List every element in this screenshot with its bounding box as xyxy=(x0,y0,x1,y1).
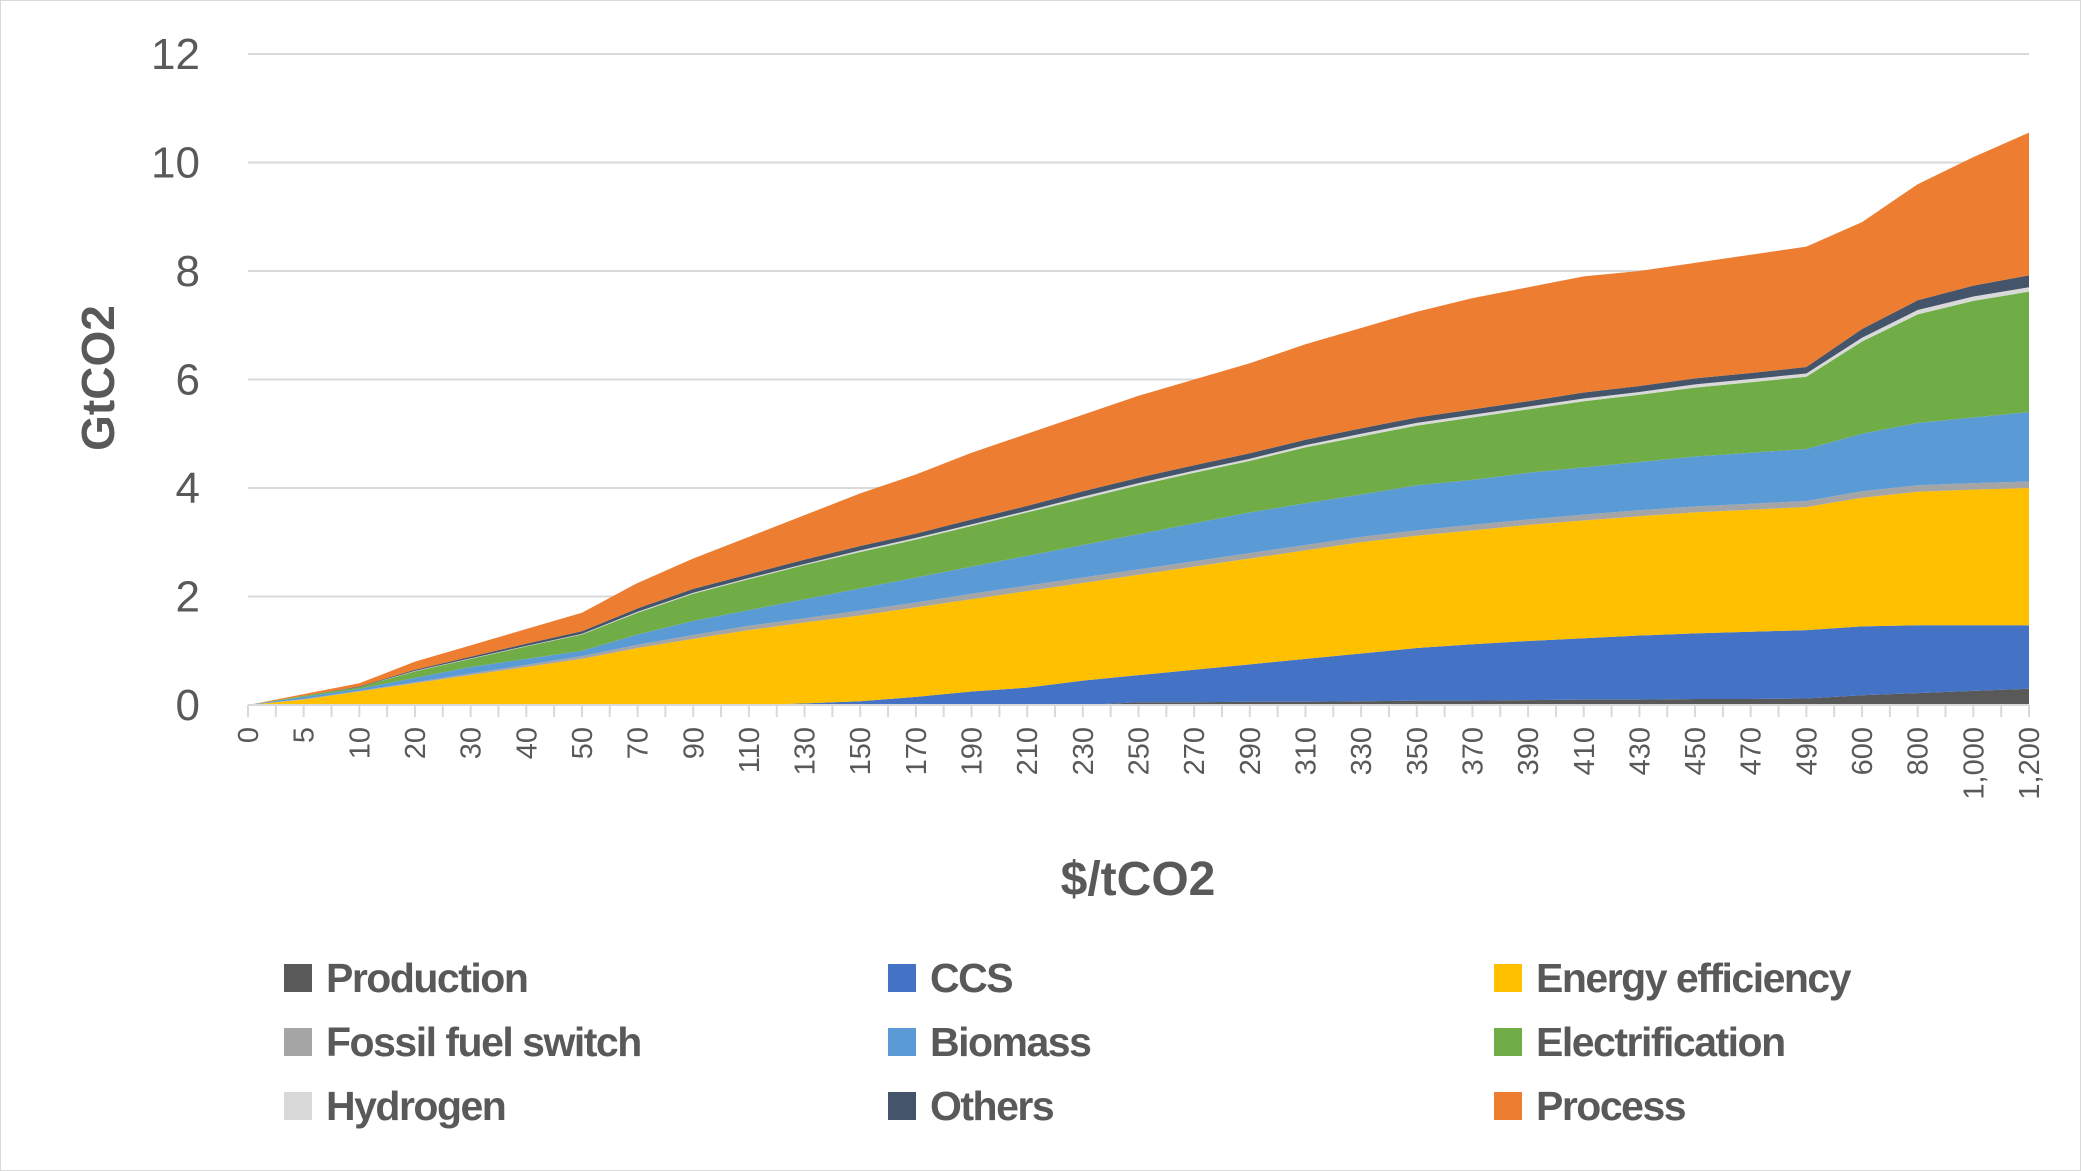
x-tick-label: 20 xyxy=(400,727,432,759)
y-tick-label: 10 xyxy=(151,139,200,188)
x-tick-label: 390 xyxy=(1513,727,1545,775)
legend-label: CCS xyxy=(930,954,1014,1001)
legend-swatch xyxy=(888,1092,916,1120)
x-tick-label: 130 xyxy=(790,727,822,775)
legend-item-biomass: Biomass xyxy=(888,1018,1494,1065)
x-tick-label: 310 xyxy=(1290,727,1322,775)
legend-item-process: Process xyxy=(1494,1082,1994,1129)
x-axis-title: $/tCO2 xyxy=(1061,853,1216,906)
x-tick-label: 490 xyxy=(1791,727,1823,775)
x-tick-label: 450 xyxy=(1680,727,1712,775)
x-tick-label: 1,200 xyxy=(2014,727,2046,800)
area-ccs xyxy=(248,625,2029,705)
x-tick-label: 0 xyxy=(233,727,265,743)
legend-swatch xyxy=(1494,964,1522,992)
y-tick-label: 6 xyxy=(176,356,200,405)
x-tick-label: 250 xyxy=(1124,727,1156,775)
legend-item-energy-efficiency: Energy efficiency xyxy=(1494,954,1994,1001)
legend-swatch xyxy=(284,1028,312,1056)
x-axis: 0 5 10 20 30 40 50 70 90 110 130 150 170 190 210 230 250… xyxy=(233,704,2046,800)
legend-label: Energy efficiency xyxy=(1536,954,1852,1001)
area-biomass xyxy=(248,412,2029,705)
x-tick-label: 50 xyxy=(567,727,599,759)
x-tick-label: 150 xyxy=(845,727,877,775)
x-tick-label: 110 xyxy=(734,727,766,773)
x-tick-label: 350 xyxy=(1402,727,1434,775)
x-tick-label: 230 xyxy=(1068,727,1100,775)
legend-swatch xyxy=(284,1092,312,1120)
legend-label: Hydrogen xyxy=(326,1082,507,1129)
x-tick-label: 270 xyxy=(1179,727,1211,775)
legend-item-fossil-fuel-switch: Fossil fuel switch xyxy=(284,1018,888,1065)
x-tick-label: 370 xyxy=(1457,727,1489,775)
legend-swatch xyxy=(1494,1028,1522,1056)
legend-label: Electrification xyxy=(1536,1018,1786,1065)
legend-item-production: Production xyxy=(284,954,888,1001)
area-process xyxy=(248,132,2029,706)
x-tick-label: 170 xyxy=(901,727,933,775)
legend-label: Biomass xyxy=(930,1018,1092,1065)
legend-swatch xyxy=(1494,1092,1522,1120)
y-tick-label: 8 xyxy=(176,247,200,296)
legend-item-ccs: CCS xyxy=(888,954,1494,1001)
x-tick-label: 470 xyxy=(1736,727,1768,775)
legend-swatch xyxy=(888,1028,916,1056)
x-tick-label: 410 xyxy=(1569,727,1601,775)
x-tick-label: 800 xyxy=(1903,727,1935,775)
area-electrification xyxy=(248,291,2029,705)
x-tick-label: 190 xyxy=(957,727,989,775)
y-tick-label: 12 xyxy=(151,30,200,79)
y-axis: 0 2 4 6 8 10 12 xyxy=(151,30,200,730)
x-tick-label: 30 xyxy=(456,727,488,759)
y-axis-title: GtCO2 xyxy=(72,305,124,451)
legend-item-others: Others xyxy=(888,1082,1494,1129)
legend-swatch xyxy=(284,964,312,992)
x-tick-label: 1,000 xyxy=(1958,727,1990,800)
x-tick-label: 70 xyxy=(623,727,655,759)
area-energy-efficiency xyxy=(248,488,2029,705)
y-tick-label: 2 xyxy=(176,573,200,622)
legend-label: Fossil fuel switch xyxy=(326,1018,642,1065)
x-tick-label: 290 xyxy=(1235,727,1267,775)
x-tick-label: 10 xyxy=(344,727,376,759)
legend-label: Production xyxy=(326,954,529,1001)
legend-label: Process xyxy=(1536,1082,1687,1129)
legend: Production CCS Energy efficiency Fossil fue… xyxy=(284,954,1994,1129)
x-tick-label: 40 xyxy=(511,727,543,759)
x-tick-label: 5 xyxy=(289,727,321,743)
x-tick-label: 90 xyxy=(678,727,710,759)
legend-label: Others xyxy=(930,1082,1055,1129)
x-tick-label: 430 xyxy=(1624,727,1656,775)
legend-item-hydrogen: Hydrogen xyxy=(284,1082,888,1129)
area-series xyxy=(248,132,2029,706)
legend-item-electrification: Electrification xyxy=(1494,1018,1994,1065)
x-tick-label: 600 xyxy=(1847,727,1879,775)
y-tick-label: 0 xyxy=(176,681,200,730)
x-tick-label: 330 xyxy=(1346,727,1378,775)
y-tick-label: 4 xyxy=(176,464,200,513)
x-tick-label: 210 xyxy=(1012,727,1044,775)
legend-swatch xyxy=(888,964,916,992)
area-production xyxy=(248,688,2029,705)
